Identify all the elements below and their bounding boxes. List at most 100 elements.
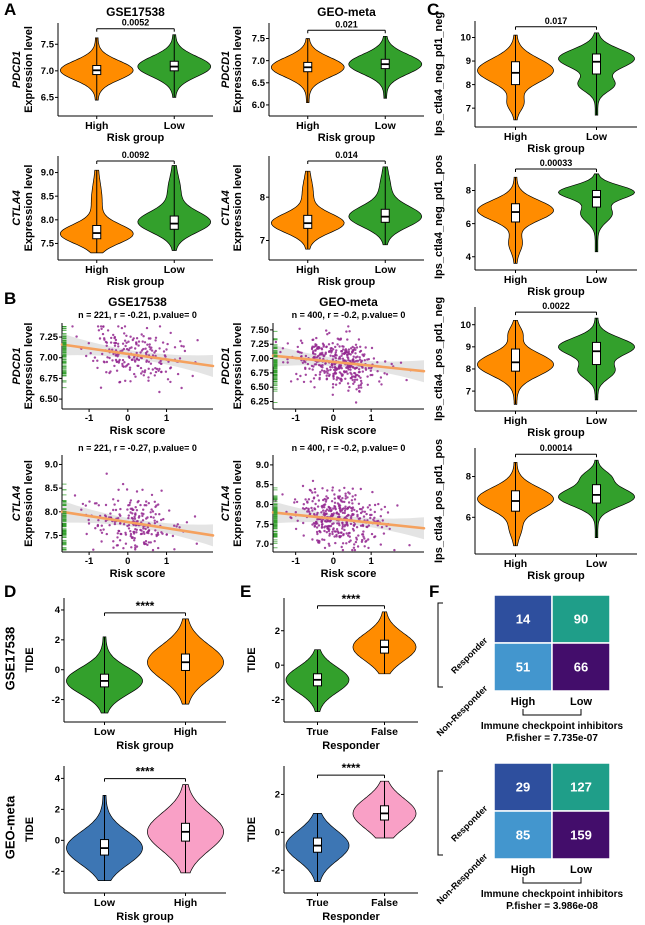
y-axis-label: Expression level xyxy=(23,165,35,252)
y-tick-label: 6.50 xyxy=(251,382,270,393)
y-tick-label: 6 xyxy=(466,513,471,524)
data-point xyxy=(329,524,333,528)
y-tick-label: 6 xyxy=(466,219,471,230)
data-point xyxy=(320,525,324,528)
data-point xyxy=(328,534,331,537)
data-point xyxy=(334,383,338,386)
data-point xyxy=(315,356,319,359)
data-point xyxy=(378,380,381,383)
data-point xyxy=(349,366,352,369)
row-label-geo-meta: GEO-meta xyxy=(2,795,18,860)
data-point xyxy=(341,527,344,530)
data-point xyxy=(315,343,318,347)
data-point xyxy=(373,503,377,507)
fisher-pvalue: P.fisher = 7.735e-07 xyxy=(506,733,598,744)
data-point xyxy=(133,530,136,534)
panel-label-c: C xyxy=(427,0,440,19)
data-point xyxy=(173,346,177,349)
data-point xyxy=(325,374,328,377)
data-point xyxy=(316,532,319,536)
data-point xyxy=(324,362,327,365)
data-point xyxy=(346,338,349,341)
data-point xyxy=(346,496,349,499)
data-point xyxy=(324,525,327,528)
x-tick-label: 0 xyxy=(125,556,130,567)
data-point xyxy=(173,548,176,551)
data-point xyxy=(105,360,109,364)
data-point xyxy=(351,506,355,509)
data-point xyxy=(347,348,351,351)
data-point xyxy=(176,523,179,526)
data-point xyxy=(103,361,106,364)
data-point xyxy=(110,336,113,340)
cell-value: 51 xyxy=(516,660,530,675)
correlation-stats: n = 221, r = -0.27, p.value= 0 xyxy=(78,443,197,453)
data-point xyxy=(311,345,314,348)
data-point xyxy=(313,487,317,491)
data-point xyxy=(100,327,103,331)
cell-value: 159 xyxy=(570,828,592,843)
data-point xyxy=(95,502,98,505)
data-point xyxy=(306,510,309,513)
plot-title: GEO-meta xyxy=(317,5,376,19)
boxplot-low xyxy=(169,215,179,230)
x-axis-label: Risk score xyxy=(110,425,166,437)
data-point xyxy=(163,354,167,357)
data-point xyxy=(345,523,348,526)
y-tick-label: 7.0 xyxy=(252,56,265,67)
data-point xyxy=(344,359,347,363)
data-point xyxy=(369,369,372,372)
data-point xyxy=(326,333,329,336)
data-point xyxy=(304,354,308,358)
significance-label: 0.017 xyxy=(545,16,568,26)
data-point xyxy=(337,357,341,360)
regression-line xyxy=(60,510,215,537)
matrix-cell xyxy=(493,762,553,812)
data-point xyxy=(155,534,158,538)
data-point xyxy=(117,529,120,533)
data-point xyxy=(331,532,334,536)
data-point xyxy=(334,541,337,545)
x-tick-label: -1 xyxy=(85,413,94,424)
data-point xyxy=(343,500,346,504)
data-point xyxy=(348,330,351,333)
data-point xyxy=(153,500,156,503)
cell-value: 85 xyxy=(516,828,530,843)
data-point xyxy=(164,370,168,373)
data-point xyxy=(93,356,97,359)
data-point xyxy=(383,505,387,509)
data-point xyxy=(365,525,368,529)
data-point xyxy=(319,531,322,534)
data-point xyxy=(116,536,119,539)
data-point xyxy=(320,523,324,526)
y-axis-label: Expression level xyxy=(232,165,244,252)
data-point xyxy=(135,509,139,512)
data-point xyxy=(333,501,337,504)
data-point xyxy=(129,335,132,338)
data-point xyxy=(129,534,132,538)
data-point xyxy=(317,499,321,502)
data-point xyxy=(96,325,100,328)
data-point xyxy=(116,342,120,345)
data-point xyxy=(319,364,322,367)
y-tick-label: 2 xyxy=(55,635,60,646)
data-point xyxy=(380,383,383,386)
data-point xyxy=(357,534,360,537)
data-point xyxy=(195,542,198,545)
y-tick-label: 6.5 xyxy=(252,78,266,89)
y-tick-label: 0 xyxy=(55,665,60,676)
data-point xyxy=(129,380,132,383)
data-point xyxy=(353,508,356,512)
data-point xyxy=(129,499,133,502)
data-point xyxy=(147,376,150,379)
y-tick-label: 7.00 xyxy=(251,354,270,365)
data-point xyxy=(73,494,77,497)
data-point xyxy=(324,351,327,354)
x-tick-label: True xyxy=(306,897,328,909)
data-point xyxy=(143,341,147,344)
data-point xyxy=(352,513,355,516)
data-point xyxy=(344,494,347,498)
data-point xyxy=(320,347,323,350)
data-point xyxy=(97,329,101,332)
